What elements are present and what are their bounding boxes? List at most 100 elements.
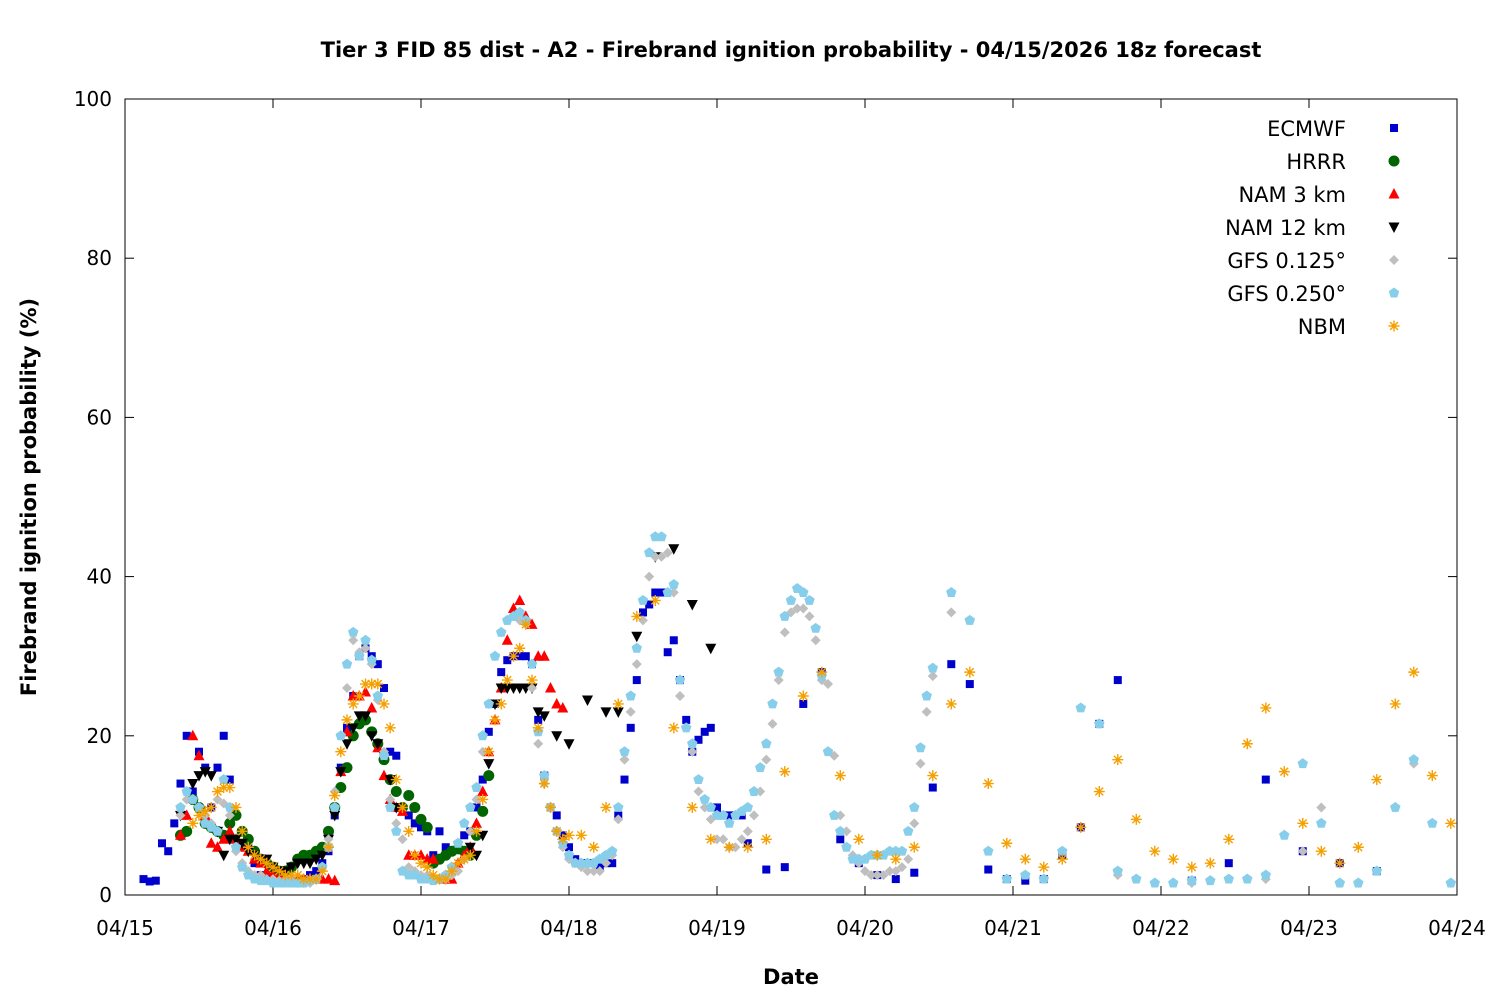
data-point (323, 841, 334, 853)
data-point (822, 746, 834, 757)
data-point (551, 731, 563, 742)
data-point (828, 809, 840, 820)
data-point (600, 801, 612, 813)
data-point (643, 547, 655, 558)
data-point (1316, 817, 1327, 828)
y-tick-label: 100 (74, 87, 112, 111)
data-point (483, 770, 495, 782)
data-point (651, 588, 660, 597)
data-point (175, 801, 186, 812)
data-point (176, 779, 185, 788)
data-point (675, 691, 685, 701)
data-point (205, 837, 217, 848)
data-point (668, 579, 680, 590)
data-point (329, 874, 341, 886)
data-point (1186, 875, 1198, 886)
data-point (372, 739, 384, 750)
data-point (632, 676, 641, 685)
data-point (224, 817, 236, 829)
data-point (656, 531, 667, 542)
data-point (372, 690, 384, 701)
data-point (1093, 786, 1105, 798)
data-point (835, 825, 846, 836)
data-point (779, 766, 791, 778)
data-point (749, 810, 759, 821)
data-point (158, 839, 166, 848)
data-point (335, 767, 347, 778)
data-point (372, 678, 384, 690)
data-point (909, 801, 920, 812)
data-point (687, 746, 698, 757)
x-tick-label: 04/20 (836, 916, 894, 940)
data-point (360, 678, 371, 690)
data-point (151, 876, 160, 885)
y-axis: 0 20 40 60 80 100 (74, 87, 1457, 907)
data-point (626, 723, 635, 732)
chart-title: Tier 3 FID 85 dist - A2 - Firebrand igni… (321, 38, 1262, 62)
data-point (452, 857, 464, 869)
data-point (446, 865, 458, 877)
data-point (928, 783, 937, 792)
data-point (335, 746, 347, 758)
data-point (1261, 775, 1270, 784)
x-tick-label: 04/22 (1132, 916, 1190, 940)
data-point (316, 865, 328, 877)
data-point (619, 754, 630, 765)
data-point (139, 875, 148, 884)
data-point (563, 849, 575, 860)
data-point (582, 695, 593, 706)
data-point (1389, 698, 1401, 710)
data-point (397, 834, 408, 845)
data-point (471, 782, 482, 792)
data-point (279, 869, 291, 881)
data-point (526, 674, 538, 686)
data-point (236, 861, 248, 872)
data-point (836, 835, 845, 844)
data-point (773, 675, 784, 686)
data-point (224, 782, 236, 794)
data-point (713, 803, 721, 812)
data-point (612, 698, 624, 710)
data-point (908, 841, 920, 853)
data-markers (139, 531, 1457, 889)
data-point (1224, 859, 1233, 868)
data-point (218, 833, 230, 844)
data-point (230, 801, 242, 813)
data-point (725, 811, 734, 820)
data-point (946, 607, 957, 618)
data-point (878, 870, 889, 881)
data-point (403, 790, 415, 801)
data-point (1223, 873, 1235, 884)
data-point (391, 825, 402, 836)
data-point (230, 809, 242, 821)
data-point (495, 626, 507, 637)
data-point (218, 850, 230, 862)
data-point (471, 817, 482, 828)
data-point (460, 831, 469, 840)
data-point (526, 658, 538, 669)
data-point (267, 861, 279, 873)
data-point (514, 606, 525, 617)
legend-label: ECMWF (1267, 117, 1346, 141)
data-point (533, 738, 544, 749)
data-point (945, 698, 957, 710)
data-point (810, 622, 821, 633)
data-point (1408, 666, 1420, 678)
data-point (816, 666, 828, 678)
data-point (773, 666, 784, 677)
data-point (724, 817, 735, 828)
data-point (625, 706, 636, 717)
x-axis-label: Date (763, 965, 819, 989)
data-point (193, 801, 205, 812)
data-point (613, 801, 624, 812)
data-point (483, 746, 495, 758)
data-point (316, 850, 328, 862)
data-point (606, 845, 618, 856)
data-point (205, 771, 217, 782)
data-point (645, 600, 654, 609)
data-point (686, 599, 698, 611)
data-point (657, 588, 666, 597)
data-point (910, 868, 919, 877)
data-point (680, 722, 692, 733)
